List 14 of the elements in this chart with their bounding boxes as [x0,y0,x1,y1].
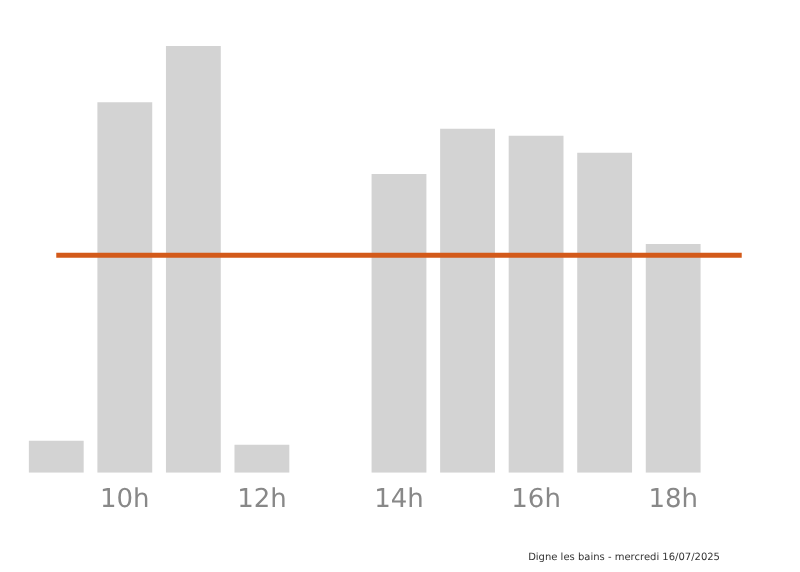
x-tick-label: 10h [100,485,150,516]
x-tick-label: 18h [648,485,698,516]
x-tick-label: 14h [374,485,424,516]
bar [28,440,84,473]
bar [577,152,633,473]
bar [645,244,701,473]
x-tick-label: 16h [511,485,561,516]
bar [97,102,153,473]
bar [234,444,290,473]
bar [165,46,221,473]
bar [440,128,495,473]
bar [371,174,427,473]
x-tick-label: 12h [237,485,287,516]
bar [508,135,564,473]
